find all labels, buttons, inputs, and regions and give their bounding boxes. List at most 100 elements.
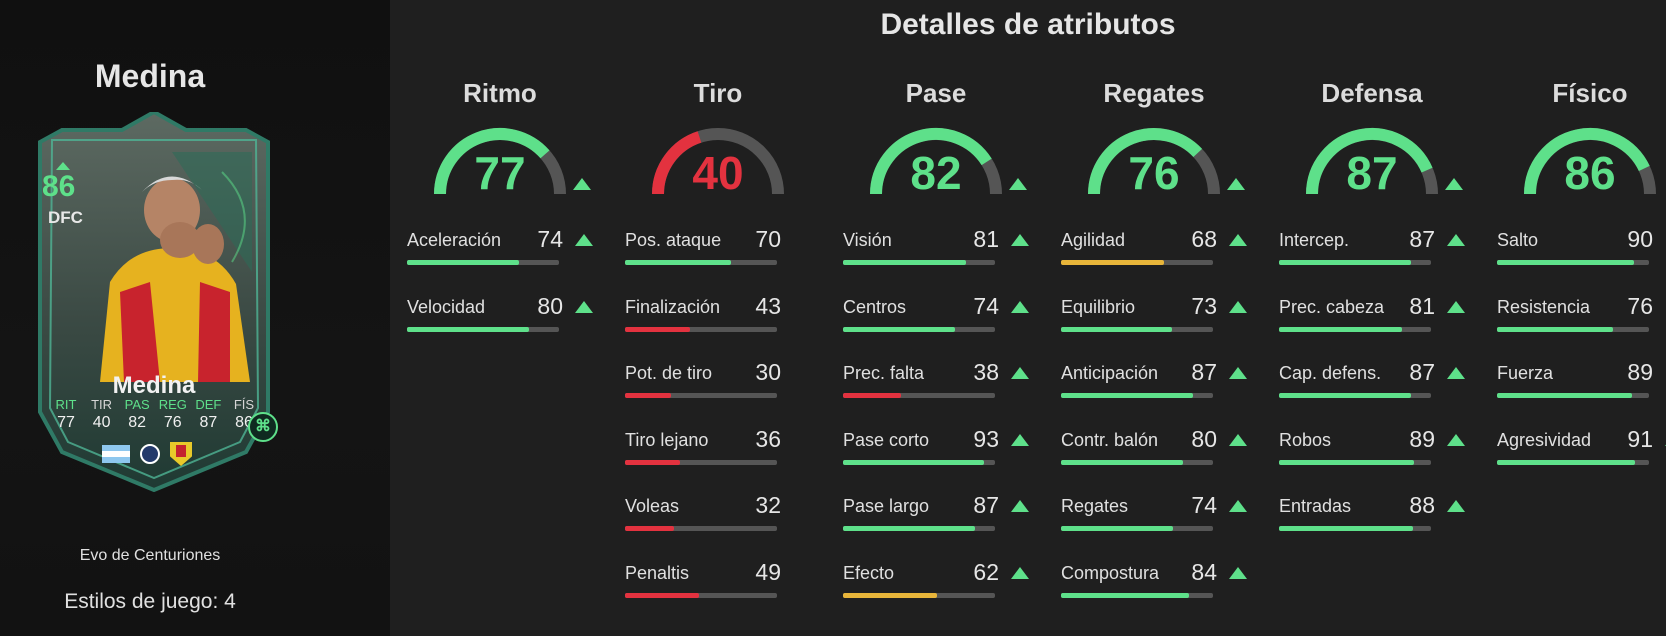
attribute-bar-fill — [843, 526, 976, 531]
attribute-bar-fill — [1497, 326, 1613, 332]
upgrade-arrow-icon — [573, 178, 591, 190]
attribute-name: Prec. cabeza — [1279, 296, 1385, 317]
category-gauge — [1088, 128, 1220, 195]
upgrade-arrow-icon — [1447, 234, 1465, 246]
card-stat: REG 76 — [157, 397, 189, 432]
attribute-row: Pase largo 87 — [841, 492, 1031, 540]
category-name: Defensa — [1321, 78, 1423, 108]
attribute-row: Robos 89 — [1277, 426, 1467, 474]
upgrade-arrow-icon — [1229, 300, 1247, 313]
attribute-bar-fill — [843, 326, 956, 332]
category-value: 82 — [910, 147, 962, 199]
attribute-name: Agilidad — [1061, 230, 1126, 250]
attribute-bar-fill — [843, 393, 901, 398]
attribute-value: 93 — [973, 425, 999, 452]
attribute-name: Finalización — [625, 296, 721, 317]
attribute-bar — [1279, 459, 1431, 465]
attribute-bar-fill — [1497, 260, 1634, 265]
attribute-name: Pot. de tiro — [625, 363, 713, 383]
attribute-bar-fill — [1279, 326, 1403, 332]
playstyles-count[interactable]: Estilos de juego: 4 — [64, 590, 236, 613]
attribute-row: Agilidad 68 — [1059, 226, 1249, 274]
attribute-bar-fill — [625, 459, 680, 465]
card-stats: RIT 77 TIR 40 PAS 82 REG 76 DEF 87 FÍS 8… — [50, 397, 260, 432]
attribute-value: 74 — [1191, 492, 1217, 518]
attribute-bar — [1061, 393, 1213, 398]
attribute-row: Salto 90 — [1495, 226, 1666, 274]
category-name: Tiro — [693, 78, 743, 108]
nation-flag-icon — [102, 445, 130, 463]
attribute-name: Entradas — [1279, 496, 1352, 516]
attribute-name: Visión — [843, 230, 892, 250]
card-stat-value: 76 — [163, 414, 182, 431]
attribute-value: 74 — [973, 292, 999, 319]
page-title: Detalles de atributos — [880, 8, 1176, 41]
player-name-heading: Medina — [94, 58, 206, 94]
attribute-name: Efecto — [843, 562, 895, 583]
evolution-icon: ⌘ — [248, 412, 278, 442]
attribute-bar-fill — [1497, 459, 1636, 465]
attribute-bar — [625, 326, 777, 332]
attribute-row: Aceleración 74 — [405, 226, 595, 274]
attribute-bar-fill — [1061, 393, 1194, 398]
attribute-row: Pos. ataque 70 — [623, 226, 813, 274]
attribute-bar — [625, 260, 777, 265]
attribute-row: Velocidad 80 — [405, 293, 595, 341]
attribute-bar-fill — [625, 326, 691, 332]
attribute-name: Aceleración — [407, 230, 502, 250]
attribute-value: 87 — [1191, 359, 1217, 385]
attribute-value: 87 — [1409, 359, 1435, 385]
attribute-bar-fill — [1279, 393, 1412, 398]
attribute-value: 74 — [537, 226, 563, 252]
attribute-row: Tiro lejano 36 — [623, 426, 813, 474]
upgrade-arrow-icon — [1229, 566, 1247, 579]
attribute-name: Prec. falta — [843, 363, 925, 383]
attribute-name: Equilibrio — [1061, 296, 1136, 317]
gauge-fill — [1306, 127, 1433, 195]
attribute-row: Fuerza 89 — [1495, 359, 1666, 407]
card-rating: 86 — [42, 170, 76, 203]
attribute-bar — [843, 459, 995, 465]
card-stat: RIT 77 — [50, 397, 82, 432]
player-card[interactable]: 86 DFC Medina RIT 77 TIR 40 PAS 82 — [22, 112, 286, 492]
upgrade-arrow-icon — [1447, 433, 1465, 446]
attribute-value: 68 — [1191, 226, 1217, 252]
upgrade-arrow-icon — [1227, 178, 1245, 190]
attribute-bar — [1497, 393, 1649, 398]
gauge-fill — [652, 131, 702, 195]
category-gauge — [870, 128, 1002, 195]
attribute-name: Voleas — [625, 496, 680, 516]
attribute-value: 30 — [755, 359, 781, 385]
upgrade-arrow-icon — [575, 234, 593, 246]
attribute-name: Centros — [843, 296, 907, 317]
category-gauge — [1524, 128, 1656, 195]
attribute-row: Pot. de tiro 30 — [623, 359, 813, 407]
category-gauge — [434, 128, 566, 195]
attribute-row: Agresividad 91 — [1495, 425, 1666, 474]
category-gauge — [1306, 127, 1438, 195]
attribute-bar-fill — [1497, 393, 1633, 398]
attribute-row: Prec. falta 38 — [841, 359, 1031, 407]
attribute-bar — [1279, 260, 1431, 265]
card-stat-value: 77 — [57, 414, 75, 431]
attribute-value: 91 — [1627, 425, 1653, 452]
upgrade-arrow-icon — [575, 300, 593, 313]
attribute-value: 87 — [1409, 226, 1435, 252]
attribute-row: Pase corto 93 — [841, 425, 1031, 474]
card-stat-value: 87 — [199, 414, 218, 431]
gauge-fill — [870, 128, 992, 195]
upgrade-arrow-icon — [1447, 300, 1465, 313]
attribute-value: 88 — [1409, 492, 1435, 518]
category-name: Regates — [1103, 78, 1205, 108]
attribute-row: Voleas 32 — [623, 492, 813, 540]
league-logo-icon — [140, 444, 160, 464]
card-stat: PAS 82 — [121, 397, 153, 432]
attribute-value: 90 — [1627, 226, 1653, 252]
attribute-bar-fill — [1279, 260, 1412, 265]
card-badges — [102, 442, 222, 466]
attribute-bar — [1279, 326, 1431, 332]
upgrade-arrow-icon — [1447, 367, 1465, 379]
attribute-name: Contr. balón — [1061, 429, 1159, 450]
category-value: 77 — [474, 147, 526, 199]
attribute-bar — [1279, 393, 1431, 398]
